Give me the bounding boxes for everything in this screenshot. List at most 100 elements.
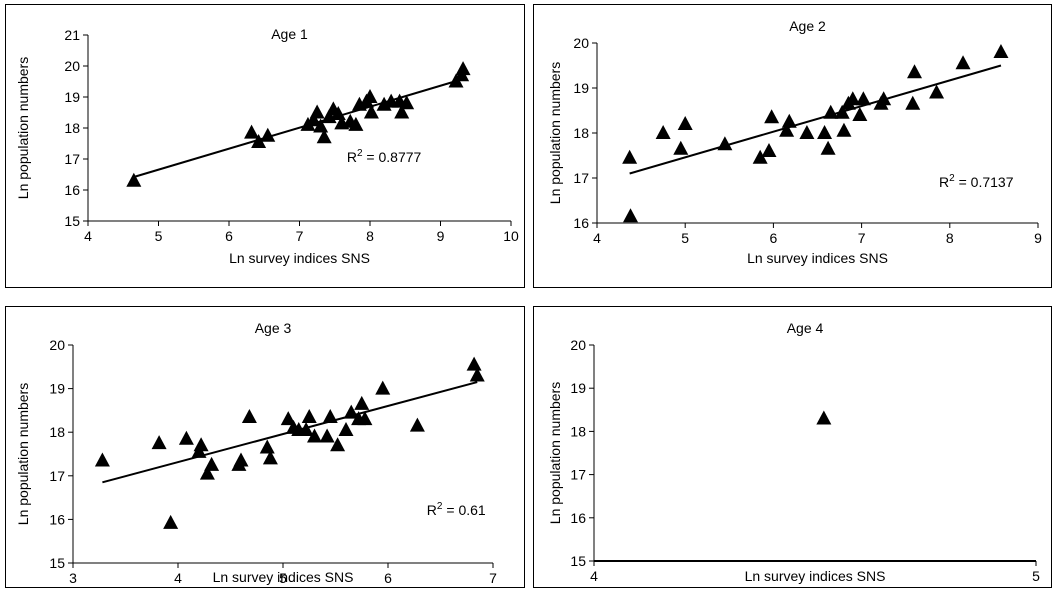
age-4-y-tick-label: 16 <box>570 510 586 526</box>
age-2-data-point <box>799 125 815 139</box>
age-4-y-tick-label: 20 <box>570 337 586 353</box>
age-1-x-tick-label: 7 <box>296 228 304 244</box>
age-2-data-point <box>717 136 733 151</box>
age-1-y-tick-label: 16 <box>64 182 80 198</box>
age-3-data-point <box>375 380 391 395</box>
age-2-data-point <box>855 91 871 106</box>
age-1-x-tick-label: 8 <box>366 228 374 244</box>
age-3-data-point <box>322 408 338 423</box>
age-3-data-point <box>163 514 179 529</box>
age-3-data-point <box>94 452 110 467</box>
age-3-data-point <box>330 437 346 452</box>
age-3-data-point <box>199 465 215 480</box>
age-1-data-point <box>399 95 415 110</box>
age-1-x-tick-label: 5 <box>155 228 163 244</box>
age-2-data-point <box>907 64 923 79</box>
age-2-data-point <box>823 104 839 119</box>
age-4-y-tick-label: 19 <box>570 380 586 396</box>
chart-panel-age-3: 15 16 17 18 19 20 3 4 5 6 7 Age 3 Ln survey indices … <box>5 306 525 588</box>
age-2-data-point <box>673 140 689 155</box>
age-1-x-label: Ln survey indices SNS <box>229 250 370 266</box>
age-1-x-tick-label: 4 <box>84 228 92 244</box>
age-1-trendline <box>133 78 464 178</box>
chart-panel-age-1: 15 16 17 18 19 20 21 4 5 6 7 8 9 10 Age 1 Ln survey ind… <box>5 4 525 288</box>
age-2-y-tick-label: 19 <box>573 80 589 96</box>
age-1-y-label: Ln population numbers <box>15 57 31 199</box>
age-1-title: Age 1 <box>271 26 308 42</box>
age-3-x-tick-label: 6 <box>384 570 392 586</box>
age-1-data-point <box>309 104 325 119</box>
age-2-title: Age 2 <box>789 18 826 34</box>
chart-panel-age-2: 16 17 18 19 20 4 5 6 7 8 9 Age 2 Ln survey indices S… <box>533 4 1052 288</box>
chart-age-1: 15 16 17 18 19 20 21 4 5 6 7 8 9 10 Age 1 Ln survey ind… <box>15 26 519 266</box>
age-2-data-point <box>836 122 852 137</box>
age-2-data-point <box>820 140 836 155</box>
age-2-data-point <box>677 116 693 130</box>
age-1-y-tick-label: 18 <box>64 120 80 136</box>
chart-panel-age-4: 15 16 17 18 19 20 4 5 Age 4 Ln survey indices SNS… <box>533 306 1052 588</box>
age-1-y-tick-label: 17 <box>64 151 80 167</box>
age-4-y-tick-label: 15 <box>570 553 586 569</box>
age-3-x-tick-label: 5 <box>279 570 287 586</box>
age-3-x-tick-label: 7 <box>489 570 497 586</box>
age-1-data-point <box>306 112 322 127</box>
age-3-y-label: Ln population numbers <box>15 383 31 525</box>
age-2-data-point <box>764 109 780 124</box>
age-3-data-point <box>241 408 257 423</box>
age-3-data-point <box>151 435 167 450</box>
age-1-y-tick-label: 20 <box>64 58 80 74</box>
age-3-data-point <box>204 456 220 471</box>
age-2-trendline <box>629 64 1002 175</box>
age-1-data-point <box>348 116 364 131</box>
age-2-data-point <box>845 91 861 106</box>
age-2-x-tick-label: 6 <box>770 230 778 246</box>
age-1-data-point <box>362 89 378 103</box>
age-3-data-point <box>338 422 354 437</box>
age-1-r-squared: R2 = 0.8777 <box>347 148 422 165</box>
age-3-title: Age 3 <box>255 320 292 336</box>
age-1-data-point <box>260 127 276 142</box>
age-3-data-point <box>319 428 335 443</box>
age-3-y-tick-label: 17 <box>49 468 65 484</box>
age-2-y-label: Ln population numbers <box>547 62 563 204</box>
age-1-x-tick-label: 9 <box>437 228 445 244</box>
age-4-x-label: Ln survey indices SNS <box>745 568 886 584</box>
age-1-data-point <box>244 124 260 139</box>
age-2-data-point <box>752 149 768 164</box>
age-3-y-tick-label: 20 <box>49 337 65 353</box>
age-2-y-tick-label: 16 <box>573 215 589 231</box>
age-3-data-point <box>298 422 314 437</box>
age-3-y-tick-label: 15 <box>49 555 65 571</box>
age-2-data-point <box>876 91 892 106</box>
chart-age-3: 15 16 17 18 19 20 3 4 5 6 7 Age 3 Ln survey indices … <box>15 320 497 586</box>
age-2-x-label: Ln survey indices SNS <box>747 250 888 266</box>
age-3-data-point <box>193 437 209 452</box>
age-2-y-tick-label: 20 <box>573 35 589 51</box>
chart-age-2: 16 17 18 19 20 4 5 6 7 8 9 Age 2 Ln survey indices S… <box>547 18 1042 266</box>
age-2-data-point <box>761 143 777 157</box>
age-2-data-point <box>929 84 945 99</box>
age-1-data-point <box>313 118 329 133</box>
age-4-y-tick-label: 17 <box>570 467 586 483</box>
age-3-y-tick-label: 16 <box>49 511 65 527</box>
age-3-data-point <box>307 428 322 443</box>
age-3-data-point <box>354 395 370 410</box>
age-3-data-point <box>466 356 482 371</box>
age-4-data-point <box>816 410 832 425</box>
age-3-y-tick-label: 18 <box>49 424 65 440</box>
age-1-data-point <box>455 61 471 76</box>
age-4-title: Age 4 <box>787 320 824 336</box>
age-2-r-squared: R2 = 0.7137 <box>939 173 1014 190</box>
age-2-data-point <box>905 95 921 110</box>
age-2-data-point <box>817 125 833 139</box>
age-4-y-label: Ln population numbers <box>547 382 563 524</box>
age-2-y-tick-label: 17 <box>573 170 589 186</box>
age-3-x-label: Ln survey indices SNS <box>213 569 354 585</box>
age-3-r-squared: R2 = 0.61 <box>427 501 486 518</box>
age-2-data-point <box>834 104 850 119</box>
age-1-y-tick-label: 15 <box>64 213 80 229</box>
age-3-data-point <box>469 367 485 382</box>
age-2-x-tick-label: 5 <box>681 230 689 246</box>
age-1-x-tick-label: 6 <box>225 228 233 244</box>
age-3-data-point <box>343 404 359 419</box>
